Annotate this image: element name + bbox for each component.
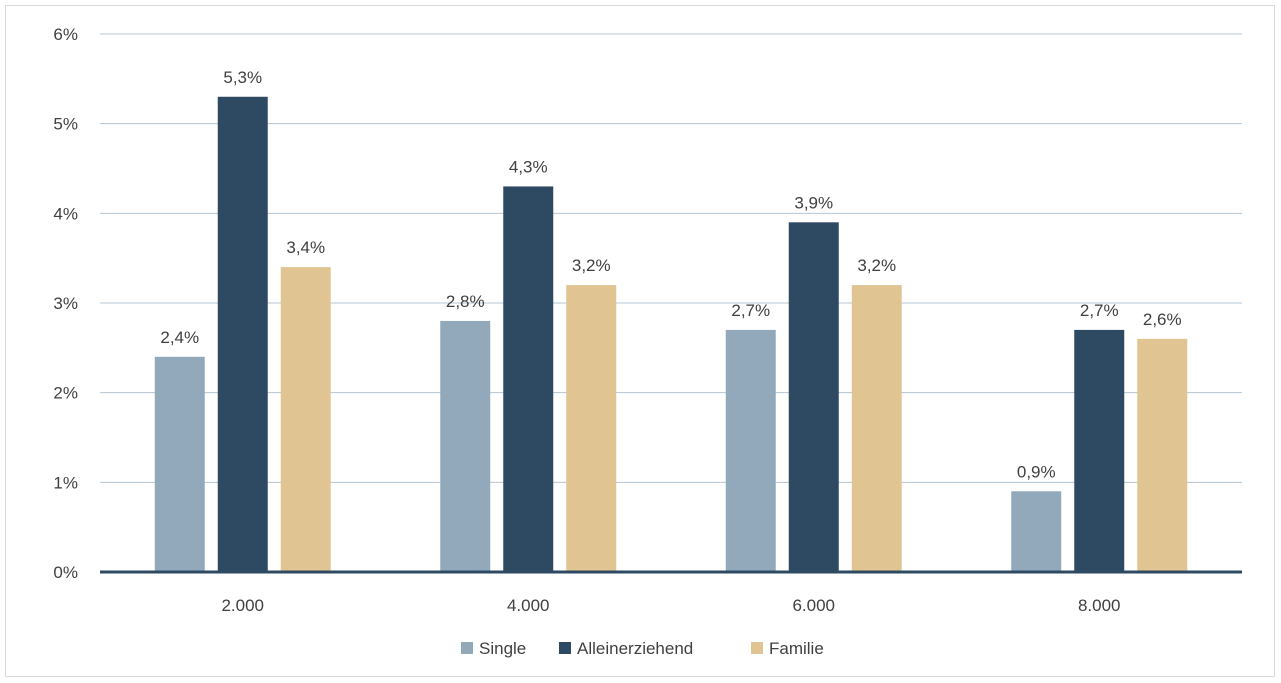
x-axis-ticks: 2.000 4.000 6.000 8.000 [221,596,1120,615]
bar-single-4 [1011,491,1062,572]
data-label: 3,9% [794,193,833,212]
data-labels: 2,4% 5,3% 3,4% 2,8% 4,3% 3,2% 2,7% 3,9% 3,2% 0,9%… [160,68,1181,482]
y-tick-label: 2% [53,384,78,403]
gridlines [100,33,1242,483]
bar-alleinerziehend-2 [503,186,554,572]
chart-frame [5,5,1275,677]
x-tick-label: 6.000 [792,596,835,615]
data-label: 2,8% [446,292,485,311]
bar-single-1 [154,356,205,572]
legend-label-single: Single [479,639,526,658]
legend-swatch-familie [751,642,763,654]
data-label: 4,3% [509,157,548,176]
bar-single-3 [725,329,776,572]
bar-single-2 [440,320,491,572]
data-label: 3,2% [857,256,896,275]
y-tick-label: 6% [53,25,78,44]
bar-alleinerziehend-3 [788,222,839,573]
bar-familie-1 [280,267,331,572]
data-label: 0,9% [1017,462,1056,481]
bar-alleinerziehend-1 [217,96,268,573]
legend: Single Alleinerziehend Familie [461,639,824,658]
y-axis-ticks: 0% 1% 2% 3% 4% 5% 6% [53,25,78,582]
data-label: 2,6% [1143,310,1182,329]
data-label: 2,7% [1080,301,1119,320]
data-label: 2,7% [731,301,770,320]
x-tick-label: 4.000 [507,596,550,615]
legend-swatch-single [461,642,473,654]
bar-alleinerziehend-4 [1074,329,1125,572]
bar-familie-3 [851,285,902,572]
y-tick-label: 5% [53,115,78,134]
data-label: 2,4% [160,328,199,347]
data-label: 5,3% [223,68,262,87]
bar-familie-2 [566,285,617,572]
legend-swatch-alleinerziehend [559,642,571,654]
x-tick-label: 8.000 [1078,596,1121,615]
y-tick-label: 1% [53,473,78,492]
x-tick-label: 2.000 [221,596,264,615]
bar-familie-4 [1137,338,1188,572]
bars [154,96,1188,573]
y-tick-label: 4% [53,204,78,223]
data-label: 3,2% [572,256,611,275]
y-tick-label: 0% [53,563,78,582]
legend-label-familie: Familie [769,639,824,658]
data-label: 3,4% [286,238,325,257]
legend-label-alleinerziehend: Alleinerziehend [577,639,693,658]
y-tick-label: 3% [53,294,78,313]
